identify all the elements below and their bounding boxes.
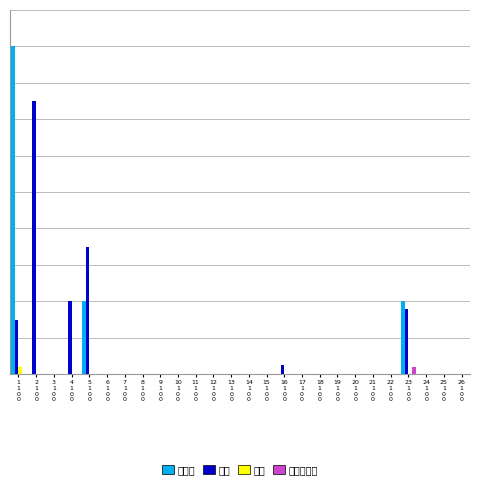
Bar	[280, 365, 284, 374]
Bar	[11, 46, 15, 374]
Bar	[405, 309, 408, 374]
Legend: カナダ, 米国, 香港, セーシェル: カナダ, 米国, 香港, セーシェル	[158, 461, 322, 479]
Bar	[401, 301, 405, 374]
Bar	[85, 247, 89, 374]
Bar	[82, 301, 85, 374]
Bar	[18, 367, 22, 374]
Bar	[68, 301, 72, 374]
Bar	[412, 367, 416, 374]
Bar	[15, 320, 18, 374]
Bar	[33, 101, 36, 374]
